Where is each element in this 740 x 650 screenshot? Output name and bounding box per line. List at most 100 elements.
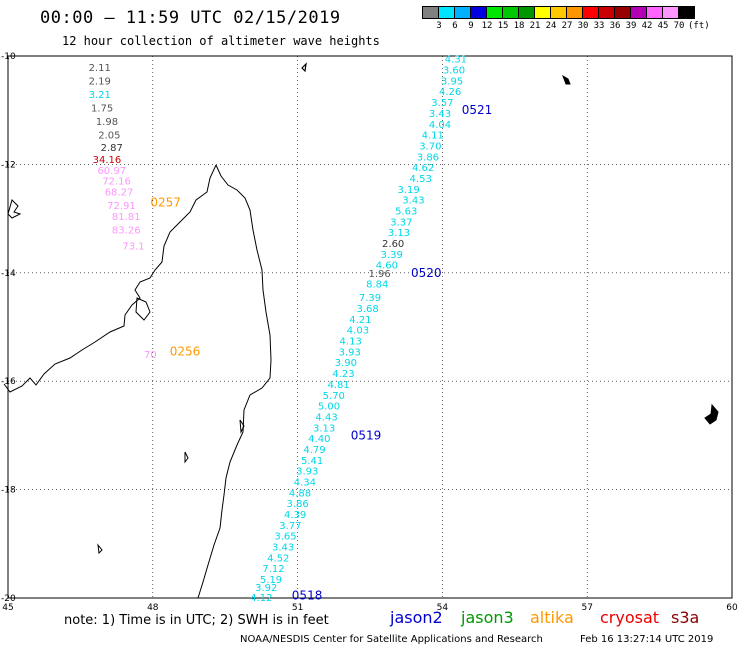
legend-tick-label: 15 xyxy=(497,21,509,31)
wave-height-value: 4.81 xyxy=(327,380,349,391)
map-frame xyxy=(7,55,733,599)
wave-height-value: 60.97 xyxy=(97,166,126,177)
legend-tick-label: 70 xyxy=(673,21,685,31)
wave-height-value: 2.19 xyxy=(89,76,111,87)
wave-height-value: 4.39 xyxy=(284,510,306,521)
wave-height-value: 3.86 xyxy=(286,499,308,510)
pass-time-label: 0521 xyxy=(462,103,493,117)
generated-timestamp: Feb 16 13:27:14 UTC 2019 xyxy=(580,634,714,645)
wave-height-value: 5.63 xyxy=(395,206,417,217)
legend-tick-label: 3 xyxy=(436,21,442,31)
wave-height-value: 3.43 xyxy=(272,543,294,554)
wave-height-value: 3.65 xyxy=(274,532,296,543)
wave-height-value: 3.37 xyxy=(390,217,412,228)
wave-height-value: 1.75 xyxy=(91,103,113,114)
small-islet-north xyxy=(301,62,307,73)
lon-tick-label: 60 xyxy=(726,603,738,613)
wave-height-value: 4.52 xyxy=(267,553,289,564)
wave-height-value: 3.70 xyxy=(419,141,441,152)
legend-tick-label: 12 xyxy=(481,21,493,31)
wave-height-value: 73.1 xyxy=(122,242,144,253)
pass-time-labels: 0521 0520 0519 0518 0257 0256 xyxy=(150,103,492,602)
wave-height-value: 81.81 xyxy=(112,212,141,223)
legend-tick-label: 27 xyxy=(561,21,573,31)
pass-time-label: 0518 xyxy=(292,588,323,602)
legend-unit: (ft) xyxy=(688,21,710,31)
wave-height-value: 3.39 xyxy=(381,250,403,261)
map-axes: 45 48 51 54 57 60 -10 -12 -14 -16 -18 -20 xyxy=(1,52,738,613)
wave-height-value: 2.11 xyxy=(89,63,111,74)
color-legend: (ft) 3 6 9 12 15 18 21 24 27 30 33 36 39 42 45 70 xyxy=(422,6,710,33)
wave-height-value: 4.26 xyxy=(439,87,461,98)
madagascar-west-coast xyxy=(3,164,217,393)
wave-height-value: 3.60 xyxy=(443,66,465,77)
satellite-name: s3a xyxy=(671,608,700,627)
wave-height-value: 3.68 xyxy=(356,304,378,315)
wave-height-value: 3.77 xyxy=(279,521,301,532)
wave-height-value: 34.16 xyxy=(93,155,122,166)
wave-height-value: 3.93 xyxy=(296,467,318,478)
wave-height-value: 4.12 xyxy=(250,593,272,604)
wave-height-value: 1.96 xyxy=(369,269,391,280)
footnote: note: 1) Time is in UTC; 2) SWH is in fe… xyxy=(64,613,329,628)
wave-height-value: 3.57 xyxy=(431,98,453,109)
wave-height-value: 3.92 xyxy=(255,583,277,594)
wave-height-value: 5.00 xyxy=(318,402,340,413)
map-grid xyxy=(8,56,732,598)
wave-height-value: 68.27 xyxy=(105,188,134,199)
wave-height-value: 4.62 xyxy=(412,163,434,174)
pass-time-label: 0520 xyxy=(411,266,442,280)
legend-swatches xyxy=(422,6,695,19)
wave-height-value: 5.41 xyxy=(301,456,323,467)
wave-height-value: 4.23 xyxy=(332,369,354,380)
legend-tick-label: 30 xyxy=(577,21,589,31)
wave-height-value: 4.60 xyxy=(376,261,398,272)
lat-tick-label: -20 xyxy=(1,594,16,604)
wave-height-value: 2.87 xyxy=(101,143,123,154)
wave-height-value: 4.79 xyxy=(303,445,325,456)
wave-height-value: 3.93 xyxy=(339,347,361,358)
legend-tick-label: 9 xyxy=(468,21,474,31)
wave-height-value: 3.19 xyxy=(397,185,419,196)
wave-height-value: 70 xyxy=(144,350,157,361)
wave-height-value: 4.31 xyxy=(445,55,467,66)
legend-tick-label: 39 xyxy=(625,21,637,31)
lat-tick-label: -16 xyxy=(1,377,16,387)
wave-height-value: 4.53 xyxy=(410,174,432,185)
islet-west-2 xyxy=(135,297,151,321)
wave-height-value: 4.11 xyxy=(422,131,444,142)
lon-tick-label: 51 xyxy=(292,603,303,613)
lon-tick-label: 57 xyxy=(581,603,592,613)
lat-tick-label: -10 xyxy=(1,52,16,62)
legend-tick-label: 21 xyxy=(529,21,541,31)
legend-tick-label: 36 xyxy=(609,21,621,31)
wave-height-value: 72.91 xyxy=(107,201,136,212)
wave-height-value: 3.86 xyxy=(417,152,439,163)
wave-height-labels: 4.313.603.954.263.573.434.044.113.703.86… xyxy=(89,55,467,604)
coastline xyxy=(3,62,719,599)
lon-tick-label: 54 xyxy=(437,603,449,613)
wave-height-value: 3.43 xyxy=(402,196,424,207)
wave-height-value: 4.13 xyxy=(340,337,362,348)
legend-tick-label: 42 xyxy=(641,21,653,31)
wave-height-value: 1.98 xyxy=(96,117,118,128)
wave-height-value: 8.84 xyxy=(366,280,388,291)
wave-height-value: 5.70 xyxy=(323,391,345,402)
satellite-name: jason3 xyxy=(461,608,514,627)
legend-tick-label: 45 xyxy=(657,21,669,31)
wave-height-value: 2.60 xyxy=(382,239,404,250)
wave-height-value: 4.43 xyxy=(315,412,337,423)
islet-small-b xyxy=(184,451,189,464)
wave-height-value: 7.12 xyxy=(262,564,284,575)
wave-height-value: 4.34 xyxy=(294,477,316,488)
satellite-name: jason2 xyxy=(390,608,443,627)
islet-small-c xyxy=(97,543,103,555)
wave-height-value: 72.16 xyxy=(102,177,131,188)
wave-height-value: 4.40 xyxy=(308,434,330,445)
lon-tick-label: 45 xyxy=(2,603,13,613)
wave-height-value: 4.21 xyxy=(349,315,371,326)
chart-subtitle: 12 hour collection of altimeter wave hei… xyxy=(62,34,380,48)
chart-title: 00:00 – 11:59 UTC 02/15/2019 xyxy=(40,8,341,28)
wave-height-value: 4.88 xyxy=(289,488,311,499)
